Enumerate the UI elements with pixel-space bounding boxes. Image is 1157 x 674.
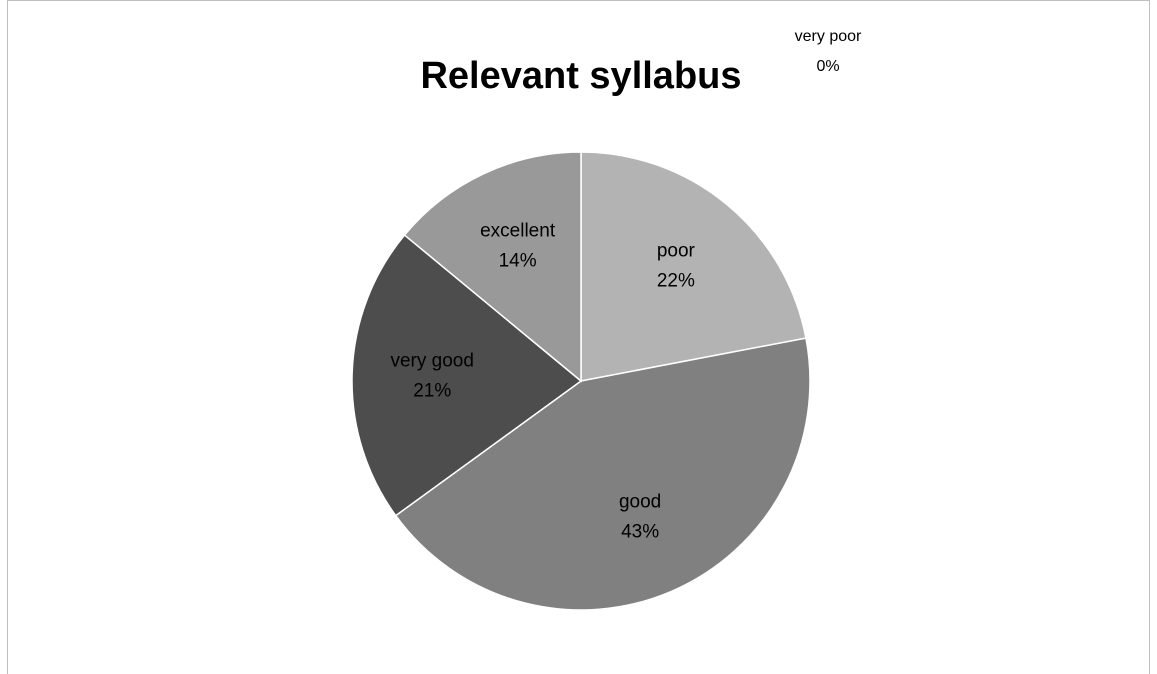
pie-slice <box>580 151 807 382</box>
slice-label: very poor <box>795 28 862 45</box>
slice-value-label: 14% <box>499 250 537 271</box>
slice-value-label: 0% <box>816 58 839 75</box>
slice-value-label: 43% <box>621 522 659 543</box>
pie-slice <box>394 337 811 611</box>
pie-slice <box>351 233 583 517</box>
slice-value-label: 22% <box>657 270 695 291</box>
slice-value-label: 21% <box>413 380 451 401</box>
slice-label: very good <box>390 350 473 371</box>
chart-title: Relevant syllabus <box>420 55 741 97</box>
pie-slice <box>403 151 582 383</box>
slice-label: excellent <box>480 220 556 241</box>
slice-label: poor <box>657 240 696 261</box>
slice-label: good <box>619 492 661 513</box>
